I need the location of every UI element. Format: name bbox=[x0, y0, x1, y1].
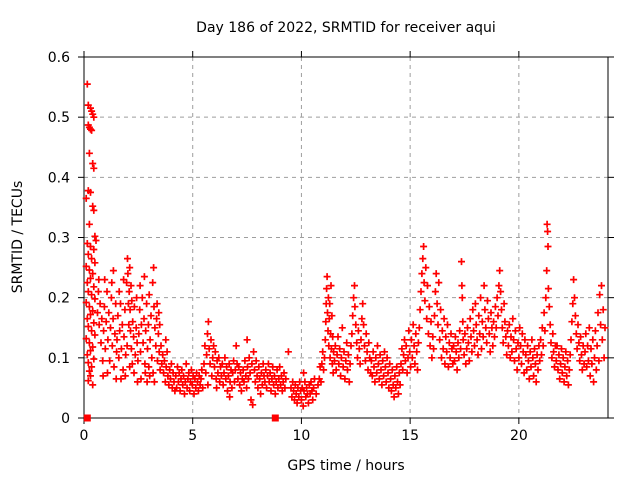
x-tick-label: 20 bbox=[510, 428, 528, 444]
x-tick-label: 0 bbox=[80, 428, 89, 444]
x-axis-label: GPS time / hours bbox=[287, 458, 404, 474]
y-tick-label: 0.3 bbox=[48, 231, 70, 247]
scatter-plus-markers bbox=[82, 80, 609, 410]
y-tick-label: 0.4 bbox=[48, 170, 70, 186]
y-tick-label: 0 bbox=[61, 411, 70, 427]
x-tick-label: 5 bbox=[188, 428, 197, 444]
x-tick-label: 10 bbox=[293, 428, 311, 444]
axis-ticks bbox=[78, 51, 614, 424]
y-tick-label: 0.6 bbox=[48, 50, 70, 66]
x-tick-label: 15 bbox=[401, 428, 419, 444]
data-points bbox=[82, 80, 609, 422]
y-tick-label: 0.1 bbox=[48, 351, 70, 367]
scatter-square-marker bbox=[271, 414, 279, 422]
tick-labels: 0 5 10 15 20 0 0.1 0.2 0.3 0.4 0.5 0.6 bbox=[48, 50, 528, 444]
scatter-square-marker bbox=[83, 414, 91, 422]
y-axis-label: SRMTID / TECUs bbox=[10, 181, 26, 294]
chart-title: Day 186 of 2022, SRMTID for receiver aqu… bbox=[196, 20, 496, 36]
plot-border bbox=[83, 56, 609, 419]
y-tick-label: 0.2 bbox=[48, 291, 70, 307]
y-tick-label: 0.5 bbox=[48, 110, 70, 126]
